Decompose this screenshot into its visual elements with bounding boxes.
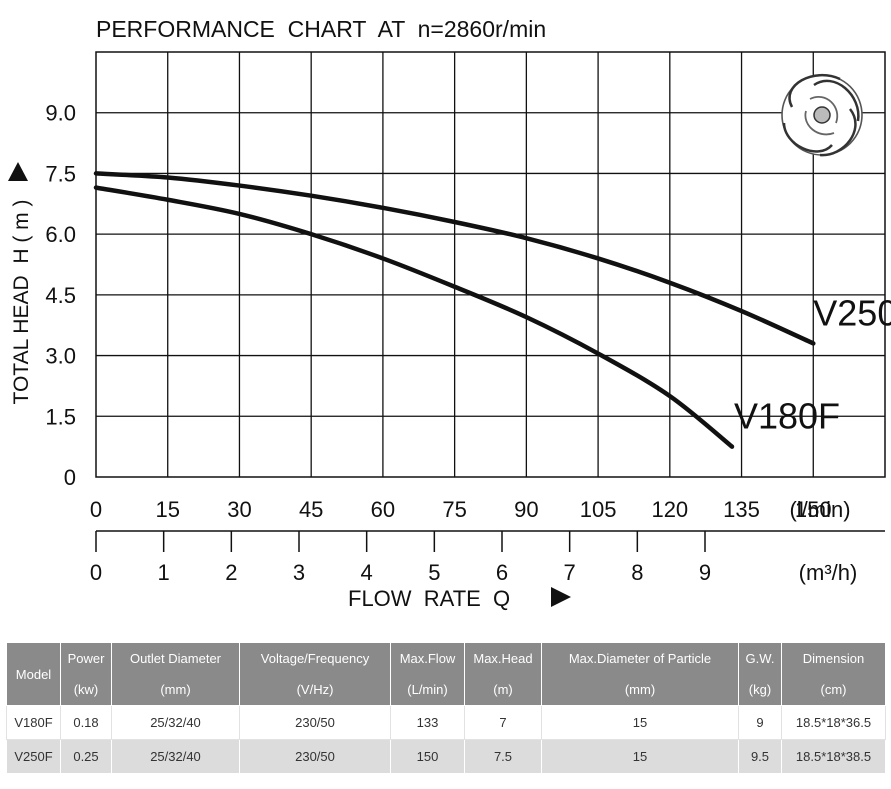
- header-max-flow: Max.Flow (L/min): [390, 642, 465, 706]
- m3h-tick-label: 5: [428, 560, 440, 585]
- x-axis-ticks-lmin: 0 15 30 45 60 75 90 105 120 135 150: [90, 497, 832, 522]
- table-cell: 133: [390, 705, 465, 740]
- table-header-row: Model Power (kw) Outlet Diameter (mm) Volt…: [6, 642, 886, 706]
- table-cell: 7: [464, 705, 542, 740]
- header-dimension: Dimension (cm): [781, 642, 886, 706]
- chart-title: PERFORMANCE CHART AT n=2860r/min: [96, 16, 546, 42]
- table-cell: 9: [738, 705, 782, 740]
- m3h-tick-label: 7: [564, 560, 576, 585]
- header-gw: G.W. (kg): [738, 642, 782, 706]
- header-max-particle: Max.Diameter of Particle (mm): [541, 642, 739, 706]
- x-tick-label: 135: [723, 497, 760, 522]
- performance-chart: PERFORMANCE CHART AT n=2860r/min 0 1.5 3.0…: [8, 16, 891, 611]
- table-cell: 18.5*18*38.5: [781, 739, 886, 774]
- header-voltage-frequency: Voltage/Frequency (V/Hz): [239, 642, 391, 706]
- x-tick-label: 90: [514, 497, 538, 522]
- m3h-tick-label: 1: [158, 560, 170, 585]
- m3h-tick-label: 3: [293, 560, 305, 585]
- m3h-tick-label: 8: [631, 560, 643, 585]
- table-cell: 25/32/40: [111, 739, 240, 774]
- table-cell: 230/50: [239, 739, 391, 774]
- table-row: V180F 0.18 25/32/40 230/50 133 7 15 9 18…: [6, 705, 886, 740]
- x-axis-arrow-icon: [551, 587, 571, 607]
- x-tick-label: 120: [651, 497, 688, 522]
- x-unit-lmin: (l/min): [789, 497, 850, 522]
- table-cell: 25/32/40: [111, 705, 240, 740]
- y-tick-label: 7.5: [45, 161, 76, 186]
- header-model: Model: [6, 642, 61, 706]
- y-axis-ticks: 0 1.5 3.0 4.5 6.0 7.5 9.0: [45, 101, 76, 490]
- series-label-v180f: V180F: [734, 396, 840, 437]
- plot-area: [95, 51, 886, 478]
- x-axis-label: FLOW RATE Q: [348, 586, 510, 611]
- table-cell: 18.5*18*36.5: [781, 705, 886, 740]
- m3h-tick-label: 9: [699, 560, 711, 585]
- x-tick-label: 60: [371, 497, 395, 522]
- y-tick-label: 9.0: [45, 101, 76, 126]
- y-tick-label: 3.0: [45, 344, 76, 369]
- table-cell: V250F: [6, 739, 61, 774]
- x-tick-label: 30: [227, 497, 251, 522]
- m3h-tick-label: 4: [361, 560, 373, 585]
- table-cell: 0.25: [60, 739, 112, 774]
- m3h-tick-label: 2: [225, 560, 237, 585]
- y-tick-label: 0: [64, 465, 76, 490]
- x-unit-m3h: (m³/h): [799, 560, 858, 585]
- header-outlet-diameter: Outlet Diameter (mm): [111, 642, 240, 706]
- series-curves: V250F V180F: [93, 171, 891, 449]
- table-cell: 15: [541, 739, 739, 774]
- impeller-icon: [781, 73, 863, 157]
- y-tick-label: 4.5: [45, 283, 76, 308]
- y-axis-arrow-icon: [8, 162, 28, 181]
- header-power: Power (kw): [60, 642, 112, 706]
- x-axis-ticks-m3h: 0 1 2 3 4 5 6 7 8 9: [90, 531, 711, 585]
- y-tick-label: 6.0: [45, 222, 76, 247]
- table-cell: 150: [390, 739, 465, 774]
- series-line-v180f: [93, 185, 735, 449]
- y-axis-label: TOTAL HEAD H ( m ): [10, 200, 33, 405]
- y-tick-label: 1.5: [45, 404, 76, 429]
- m3h-tick-label: 0: [90, 560, 102, 585]
- x-tick-label: 105: [580, 497, 617, 522]
- m3h-tick-label: 6: [496, 560, 508, 585]
- x-tick-label: 0: [90, 497, 102, 522]
- series-label-v250f: V250F: [813, 292, 891, 333]
- table-cell: 7.5: [464, 739, 542, 774]
- x-tick-label: 75: [442, 497, 466, 522]
- table-cell: 0.18: [60, 705, 112, 740]
- x-tick-label: 150: [795, 497, 832, 522]
- series-line-v250f: [93, 171, 816, 346]
- header-max-head: Max.Head (m): [464, 642, 542, 706]
- table-cell: 9.5: [738, 739, 782, 774]
- table-row: V250F 0.25 25/32/40 230/50 150 7.5 15 9.…: [6, 739, 886, 774]
- table-cell: 15: [541, 705, 739, 740]
- table-cell: V180F: [6, 705, 61, 740]
- table-cell: 230/50: [239, 705, 391, 740]
- x-tick-label: 15: [155, 497, 179, 522]
- x-tick-label: 45: [299, 497, 323, 522]
- spec-table: Model Power (kw) Outlet Diameter (mm) Volt…: [6, 642, 886, 774]
